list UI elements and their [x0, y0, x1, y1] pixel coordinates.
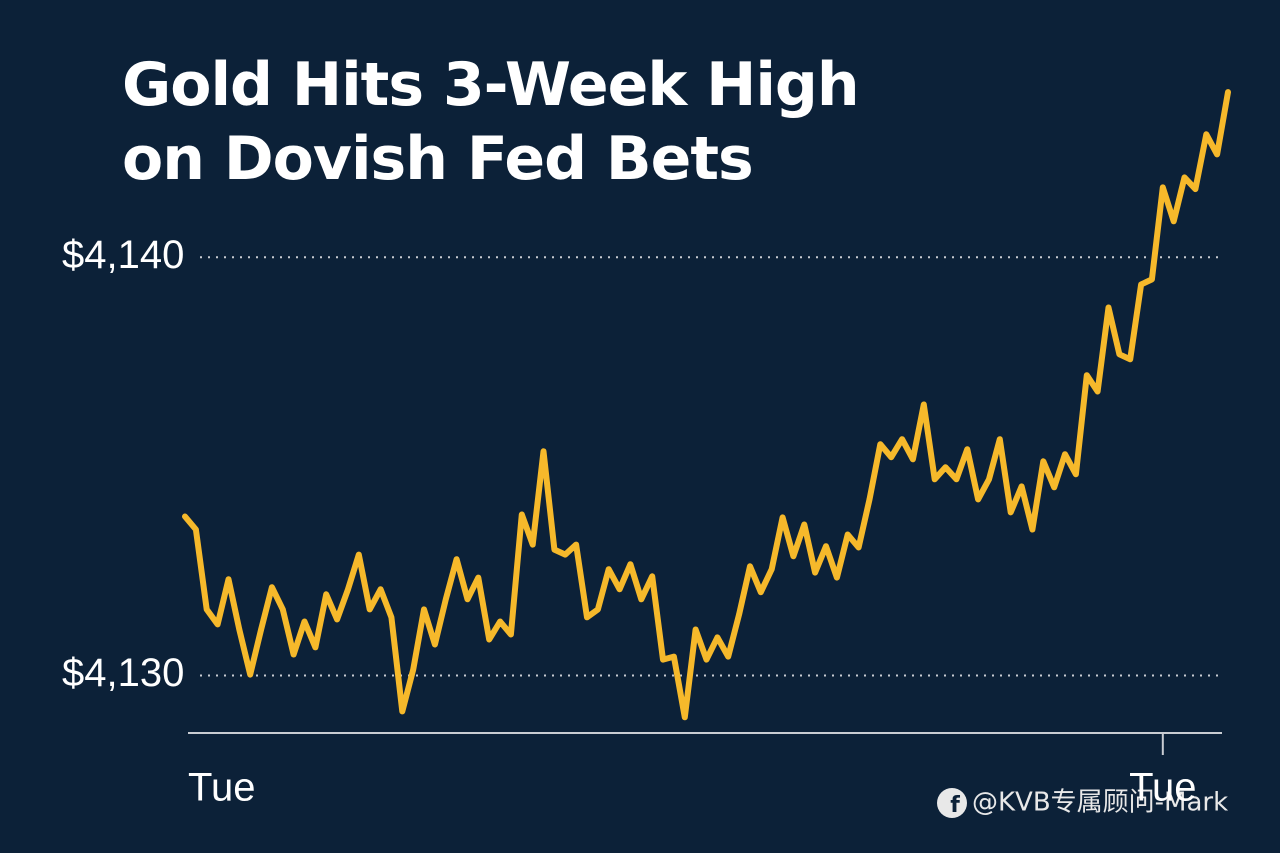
watermark: @KVB专属顾问-Mark	[972, 788, 1228, 818]
price-line	[182, 89, 1231, 721]
x-tick-label: Tue	[188, 766, 255, 810]
x-tick-label: Tue	[1129, 766, 1196, 810]
chart-title: Gold Hits 3-Week High on Dovish Fed Bets	[122, 50, 860, 194]
y-tick-label: $4,130	[62, 651, 184, 695]
watermark-icon: f	[937, 788, 967, 818]
y-tick-label: $4,140	[62, 233, 184, 277]
svg-text:f: f	[950, 793, 960, 818]
